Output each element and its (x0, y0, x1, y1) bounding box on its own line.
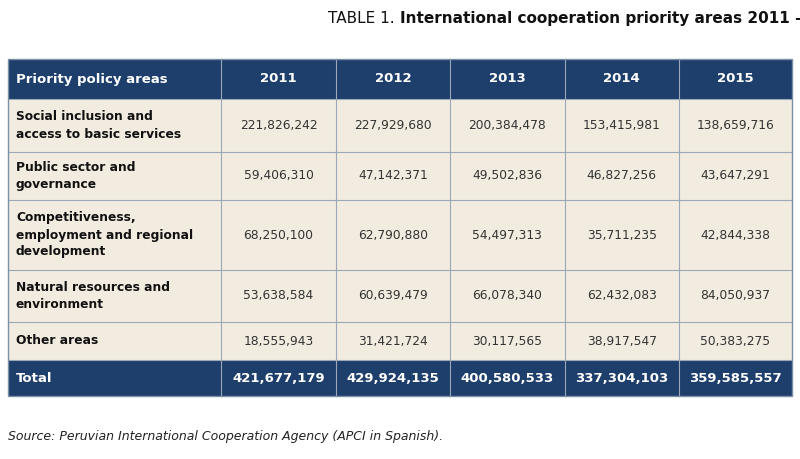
Text: 400,580,533: 400,580,533 (461, 371, 554, 385)
Text: 227,929,680: 227,929,680 (354, 119, 432, 132)
Bar (8, 270, 792, 322)
Bar (8, 200, 792, 270)
Text: 49,502,836: 49,502,836 (473, 169, 542, 183)
Text: Total: Total (16, 371, 53, 385)
Bar (8, 322, 792, 360)
Text: Source: Peruvian International Cooperation Agency (APCI in Spanish).: Source: Peruvian International Cooperati… (8, 430, 443, 443)
Text: 60,639,479: 60,639,479 (358, 290, 428, 302)
Text: 62,432,083: 62,432,083 (587, 290, 657, 302)
Text: 359,585,557: 359,585,557 (690, 371, 782, 385)
Text: 84,050,937: 84,050,937 (701, 290, 770, 302)
Text: 138,659,716: 138,659,716 (697, 119, 774, 132)
Text: 47,142,371: 47,142,371 (358, 169, 428, 183)
Bar (8, 152, 792, 200)
Text: 59,406,310: 59,406,310 (243, 169, 314, 183)
Text: 42,844,338: 42,844,338 (701, 229, 770, 241)
Text: 31,421,724: 31,421,724 (358, 335, 428, 347)
Text: International cooperation priority areas 2011 – 2015 (US$): International cooperation priority areas… (400, 11, 800, 26)
Text: TABLE 1.: TABLE 1. (329, 11, 400, 26)
Text: 2012: 2012 (374, 73, 411, 85)
Bar (8, 99, 792, 152)
Text: 221,826,242: 221,826,242 (240, 119, 318, 132)
Text: 2011: 2011 (260, 73, 297, 85)
Text: Natural resources and
environment: Natural resources and environment (16, 281, 170, 311)
Text: 337,304,103: 337,304,103 (575, 371, 669, 385)
Text: 46,827,256: 46,827,256 (587, 169, 657, 183)
Text: Priority policy areas: Priority policy areas (16, 73, 168, 85)
Text: 66,078,340: 66,078,340 (473, 290, 542, 302)
Text: 54,497,313: 54,497,313 (473, 229, 542, 241)
Text: Social inclusion and
access to basic services: Social inclusion and access to basic ser… (16, 111, 181, 140)
Text: 68,250,100: 68,250,100 (243, 229, 314, 241)
Bar (8, 59, 792, 99)
Text: 50,383,275: 50,383,275 (701, 335, 770, 347)
Text: 153,415,981: 153,415,981 (583, 119, 661, 132)
Text: Competitiveness,
employment and regional
development: Competitiveness, employment and regional… (16, 212, 193, 258)
Text: 2015: 2015 (718, 73, 754, 85)
Bar (8, 360, 792, 396)
Text: 53,638,584: 53,638,584 (243, 290, 314, 302)
Text: 35,711,235: 35,711,235 (587, 229, 657, 241)
Text: Other areas: Other areas (16, 335, 98, 347)
Text: 43,647,291: 43,647,291 (701, 169, 770, 183)
Text: 2013: 2013 (489, 73, 526, 85)
Text: 38,917,547: 38,917,547 (587, 335, 657, 347)
Text: 429,924,135: 429,924,135 (346, 371, 439, 385)
Text: 30,117,565: 30,117,565 (473, 335, 542, 347)
Text: Public sector and
governance: Public sector and governance (16, 161, 135, 191)
Text: 62,790,880: 62,790,880 (358, 229, 428, 241)
Text: 18,555,943: 18,555,943 (243, 335, 314, 347)
Text: 200,384,478: 200,384,478 (469, 119, 546, 132)
Text: 421,677,179: 421,677,179 (232, 371, 325, 385)
Text: 2014: 2014 (603, 73, 640, 85)
Bar (8, 59, 792, 396)
